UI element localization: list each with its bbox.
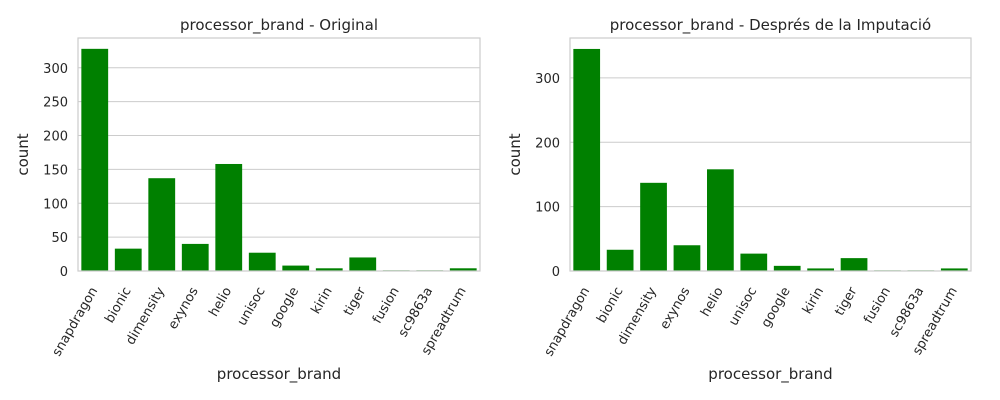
bar-bionic	[606, 249, 634, 271]
x-axis-title: processor_brand	[217, 365, 341, 384]
y-tick-label: 100	[535, 201, 560, 216]
bar-spreadtrum	[940, 268, 968, 271]
x-tick-label: bionic	[594, 285, 626, 326]
bar-tiger	[349, 257, 377, 271]
bar-snapdragon	[573, 48, 601, 272]
y-tick-label: 150	[43, 163, 68, 178]
x-tick-label: google	[759, 285, 794, 331]
bar-spreadtrum	[449, 268, 477, 271]
x-tick-label: exynos	[166, 285, 202, 333]
chart-title: processor_brand - Després de la Imputaci…	[610, 16, 931, 35]
x-tick-label: helio	[207, 285, 236, 320]
x-tick-label: exynos	[657, 285, 693, 333]
x-tick-label: unisoc	[726, 285, 760, 329]
bar-bionic	[114, 248, 142, 271]
x-tick-label: kirin	[309, 285, 336, 317]
chart-title: processor_brand - Original	[180, 16, 378, 35]
bar-unisoc	[248, 252, 276, 271]
bar-tiger	[840, 258, 868, 271]
x-tick-label: helio	[698, 285, 727, 320]
bar-kirin	[315, 268, 343, 271]
plot-frame	[569, 37, 972, 272]
y-tick-label: 50	[51, 231, 68, 246]
plot-frame	[77, 37, 481, 272]
x-tick-label: google	[267, 285, 302, 331]
bar-google	[773, 265, 801, 271]
bar-dimensity	[148, 178, 176, 271]
x-tick-label: fusion	[861, 285, 894, 327]
x-tick-label: unisoc	[235, 285, 269, 329]
bar-helio	[215, 163, 243, 271]
x-tick-label: tiger	[341, 284, 369, 318]
y-tick-label: 200	[43, 130, 68, 145]
bar-google	[282, 265, 310, 271]
y-axis-title: count	[506, 133, 524, 175]
y-tick-label: 0	[60, 265, 68, 280]
bar-helio	[707, 169, 734, 271]
x-axis-title: processor_brand	[708, 365, 832, 384]
x-tick-label: snapdragon	[50, 285, 102, 359]
x-tick-label: bionic	[102, 285, 134, 326]
bar-exynos	[181, 243, 209, 271]
y-tick-label: 0	[552, 265, 560, 280]
y-tick-label: 200	[535, 136, 560, 151]
bar-dimensity	[640, 182, 667, 271]
bar-exynos	[673, 245, 701, 271]
y-axis-title: count	[14, 133, 32, 175]
y-tick-label: 300	[43, 62, 68, 77]
x-tick-label: snapdragon	[542, 285, 594, 359]
bar-unisoc	[740, 253, 768, 271]
x-tick-label: kirin	[800, 285, 827, 317]
x-tick-label: fusion	[370, 285, 403, 327]
y-tick-label: 250	[43, 96, 68, 111]
y-tick-label: 300	[535, 72, 560, 87]
y-tick-label: 100	[43, 197, 68, 212]
x-tick-label: tiger	[832, 284, 860, 318]
bar-kirin	[807, 268, 834, 271]
bar-snapdragon	[81, 48, 109, 272]
